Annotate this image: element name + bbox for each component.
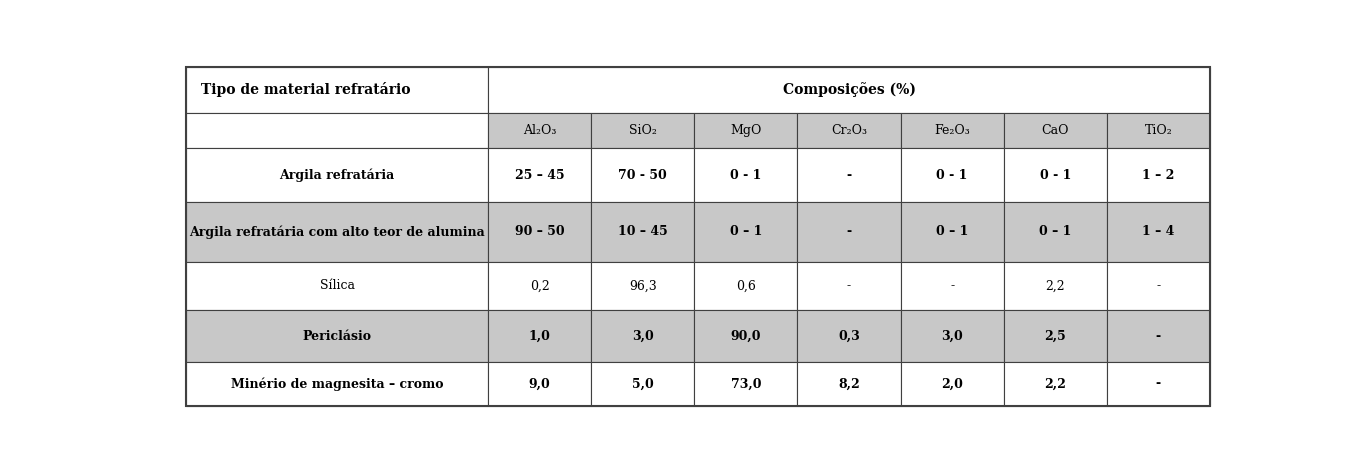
Bar [187, 262, 488, 310]
Text: 2,2: 2,2 [1046, 279, 1065, 292]
Text: Cr₂O₃: Cr₂O₃ [831, 124, 868, 137]
Text: Argila refratária com alto teor de alumina: Argila refratária com alto teor de alumi… [189, 225, 485, 239]
Bar [488, 202, 591, 262]
Text: Argila refratária: Argila refratária [279, 168, 395, 182]
Text: 0 - 1: 0 - 1 [730, 169, 761, 182]
Text: 1,0: 1,0 [528, 329, 550, 343]
Text: 3,0: 3,0 [941, 329, 963, 343]
Bar [1107, 310, 1209, 362]
Text: 0,2: 0,2 [530, 279, 549, 292]
Text: 9,0: 9,0 [528, 377, 550, 390]
Text: -: - [1156, 329, 1160, 343]
Text: Tipo de material refratário: Tipo de material refratário [202, 82, 411, 97]
Text: 96,3: 96,3 [629, 279, 656, 292]
Bar [187, 148, 488, 202]
Bar [695, 310, 798, 362]
Text: 3,0: 3,0 [632, 329, 654, 343]
Bar [900, 310, 1004, 362]
Text: 0 - 1: 0 - 1 [937, 169, 968, 182]
Bar [798, 362, 900, 406]
Bar [1004, 310, 1107, 362]
Bar [1107, 362, 1209, 406]
Bar [1004, 262, 1107, 310]
Bar [187, 202, 488, 262]
Text: -: - [847, 169, 851, 182]
Bar [798, 113, 900, 148]
Bar [798, 310, 900, 362]
Bar [695, 262, 798, 310]
Text: 1 – 2: 1 – 2 [1143, 169, 1174, 182]
Text: 25 – 45: 25 – 45 [515, 169, 564, 182]
Bar [591, 262, 695, 310]
Bar [900, 113, 1004, 148]
Text: 0 – 1: 0 – 1 [730, 226, 763, 238]
Text: 90 – 50: 90 – 50 [515, 226, 564, 238]
Bar [187, 362, 488, 406]
Text: 8,2: 8,2 [838, 377, 859, 390]
Bar [591, 113, 695, 148]
Text: 0 – 1: 0 – 1 [1039, 226, 1072, 238]
Text: 70 - 50: 70 - 50 [618, 169, 667, 182]
Text: 2,5: 2,5 [1045, 329, 1066, 343]
Bar [488, 148, 591, 202]
Bar [488, 362, 591, 406]
Bar [187, 67, 488, 113]
Bar [1107, 113, 1209, 148]
Bar [1107, 202, 1209, 262]
Text: -: - [847, 226, 851, 238]
Bar [900, 362, 1004, 406]
Bar [1004, 148, 1107, 202]
Text: 0 – 1: 0 – 1 [936, 226, 968, 238]
Bar [488, 67, 1209, 113]
Text: 2,2: 2,2 [1045, 377, 1066, 390]
Text: 10 – 45: 10 – 45 [618, 226, 667, 238]
Text: 5,0: 5,0 [632, 377, 654, 390]
Text: TiO₂: TiO₂ [1144, 124, 1173, 137]
Text: Minério de magnesita – cromo: Minério de magnesita – cromo [230, 377, 444, 391]
Bar [900, 148, 1004, 202]
Bar [591, 362, 695, 406]
Bar [1107, 148, 1209, 202]
Bar [488, 310, 591, 362]
Text: -: - [1156, 377, 1160, 390]
Text: -: - [951, 279, 955, 292]
Bar [695, 362, 798, 406]
Text: Composições (%): Composições (%) [783, 82, 915, 97]
Bar [591, 310, 695, 362]
Bar [798, 202, 900, 262]
Bar [695, 202, 798, 262]
Bar [488, 113, 591, 148]
Bar [1004, 113, 1107, 148]
Bar [695, 113, 798, 148]
Text: 0,3: 0,3 [838, 329, 859, 343]
Text: -: - [847, 279, 851, 292]
Bar [591, 202, 695, 262]
Text: Al₂O₃: Al₂O₃ [523, 124, 556, 137]
Text: CaO: CaO [1042, 124, 1069, 137]
Text: 73,0: 73,0 [730, 377, 761, 390]
Text: MgO: MgO [730, 124, 761, 137]
Text: Fe₂O₃: Fe₂O₃ [934, 124, 970, 137]
Bar [591, 148, 695, 202]
Bar [1004, 362, 1107, 406]
Text: 90,0: 90,0 [730, 329, 761, 343]
Bar [695, 148, 798, 202]
Bar [900, 262, 1004, 310]
Bar [798, 262, 900, 310]
Bar [900, 202, 1004, 262]
Bar [1004, 202, 1107, 262]
Text: -: - [1156, 279, 1160, 292]
Bar [187, 310, 488, 362]
Bar [187, 113, 488, 148]
Bar [488, 262, 591, 310]
Bar [798, 148, 900, 202]
Bar [1107, 262, 1209, 310]
Text: 2,0: 2,0 [941, 377, 963, 390]
Text: SiO₂: SiO₂ [629, 124, 656, 137]
Text: 0 - 1: 0 - 1 [1039, 169, 1071, 182]
Text: Periclásio: Periclásio [302, 329, 372, 343]
Text: 1 – 4: 1 – 4 [1143, 226, 1174, 238]
Text: Sílica: Sílica [320, 279, 354, 292]
Text: 0,6: 0,6 [735, 279, 756, 292]
